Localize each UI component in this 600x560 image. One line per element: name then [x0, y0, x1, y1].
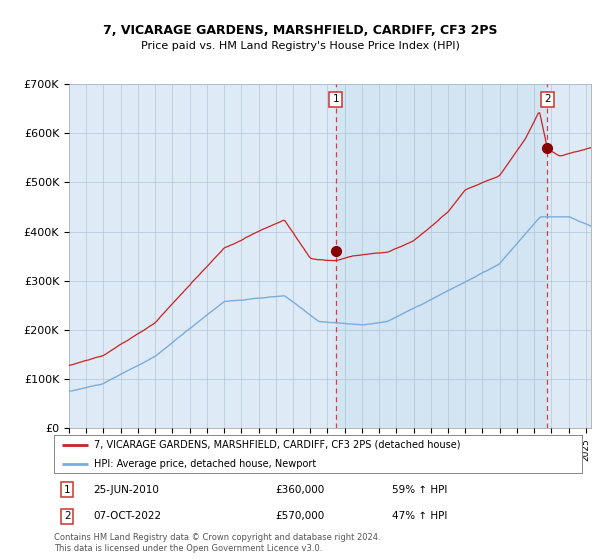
Bar	[335, 84, 547, 428]
Text: 2: 2	[64, 511, 71, 521]
Text: 25-JUN-2010: 25-JUN-2010	[94, 485, 160, 495]
Text: Contains HM Land Registry data © Crown copyright and database right 2024.
This d: Contains HM Land Registry data © Crown c…	[54, 533, 380, 553]
Text: 07-OCT-2022: 07-OCT-2022	[94, 511, 162, 521]
Text: £570,000: £570,000	[276, 511, 325, 521]
Text: 1: 1	[64, 485, 71, 495]
Text: 59% ↑ HPI: 59% ↑ HPI	[392, 485, 447, 495]
Text: £360,000: £360,000	[276, 485, 325, 495]
Text: 7, VICARAGE GARDENS, MARSHFIELD, CARDIFF, CF3 2PS: 7, VICARAGE GARDENS, MARSHFIELD, CARDIFF…	[103, 24, 497, 38]
Text: Price paid vs. HM Land Registry's House Price Index (HPI): Price paid vs. HM Land Registry's House …	[140, 41, 460, 51]
Text: 7, VICARAGE GARDENS, MARSHFIELD, CARDIFF, CF3 2PS (detached house): 7, VICARAGE GARDENS, MARSHFIELD, CARDIFF…	[94, 440, 460, 450]
Text: 47% ↑ HPI: 47% ↑ HPI	[392, 511, 447, 521]
Text: 1: 1	[332, 95, 339, 105]
Text: HPI: Average price, detached house, Newport: HPI: Average price, detached house, Newp…	[94, 459, 316, 469]
Text: 2: 2	[544, 95, 551, 105]
